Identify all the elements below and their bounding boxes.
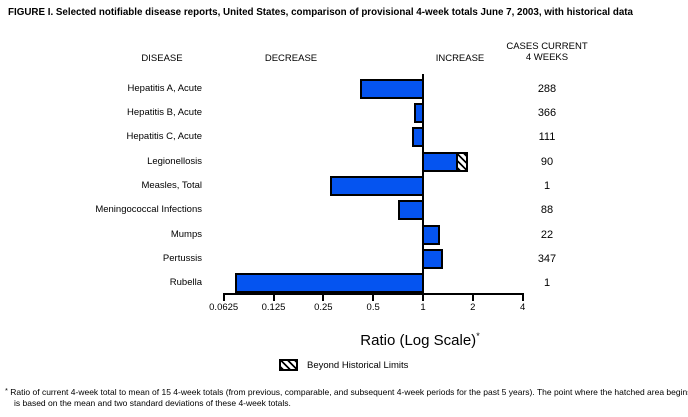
disease-label: Meningococcal Infections — [95, 204, 202, 216]
cases-current-value: 1 — [543, 277, 551, 290]
cases-current-value: 111 — [538, 131, 556, 144]
hatched-swatch-icon — [279, 359, 298, 371]
x-axis-tick-mark — [422, 295, 424, 301]
cases-current-value: 88 — [540, 204, 554, 217]
ratio-bar — [359, 78, 424, 99]
beyond-historical-limits-hatched-segment — [455, 153, 467, 170]
ratio-bar — [398, 200, 424, 221]
column-header-cases-line1: CASES CURRENT — [506, 41, 588, 52]
cases-current-value: 90 — [540, 155, 554, 168]
ratio-bar — [234, 273, 424, 294]
x-axis-tick-label: 2 — [470, 302, 476, 313]
figure-title: FIGURE I. Selected notifiable disease re… — [8, 7, 633, 18]
disease-label: Legionellosis — [147, 155, 202, 167]
x-axis-tick-mark — [322, 295, 325, 301]
column-header-disease: DISEASE — [141, 53, 183, 64]
ratio-bar — [422, 224, 441, 245]
cases-current-value: 366 — [537, 107, 557, 119]
cases-current-value: 1 — [543, 179, 551, 192]
column-header-decrease: DECREASE — [264, 53, 318, 64]
footnote-marker: * — [5, 386, 8, 395]
disease-label: Hepatitis A, Acute — [127, 82, 202, 94]
x-axis-title: Ratio (Log Scale)* — [310, 331, 530, 349]
x-axis-tick-label: 0.5 — [366, 302, 380, 313]
ratio-bar — [422, 151, 469, 172]
x-axis-line — [222, 293, 524, 295]
disease-label: Measles, Total — [141, 179, 202, 191]
disease-label: Mumps — [170, 228, 202, 240]
x-axis-tick-mark — [222, 295, 225, 301]
x-axis-tick-label: 0.0625 — [209, 302, 239, 313]
x-axis-tick-mark — [272, 295, 275, 301]
column-header-increase: INCREASE — [435, 53, 485, 64]
x-axis-tick-label: 0.125 — [261, 302, 286, 313]
x-axis-tick-label: 0.25 — [314, 302, 333, 313]
disease-label: Rubella — [169, 277, 202, 289]
x-axis-title-text: Ratio (Log Scale) — [360, 332, 477, 349]
x-axis-title-footnote-marker: * — [476, 331, 480, 341]
x-axis-tick-label: 4 — [520, 302, 526, 313]
cases-current-value: 288 — [537, 82, 557, 95]
ratio-bar — [330, 175, 424, 196]
disease-label: Hepatitis C, Acute — [126, 131, 202, 143]
x-axis-tick-mark — [372, 295, 375, 301]
footnote-text: Ratio of current 4-week total to mean of… — [10, 387, 688, 408]
ratio-bar — [422, 248, 444, 269]
legend-label: Beyond Historical Limits — [307, 360, 409, 371]
ratio-bar — [411, 127, 424, 148]
disease-label: Pertussis — [162, 252, 202, 264]
cases-current-value: 22 — [540, 228, 554, 241]
x-axis-tick-label: 1 — [420, 302, 426, 313]
footnote: * Ratio of current 4-week total to mean … — [5, 386, 688, 408]
cases-current-value: 347 — [537, 252, 557, 265]
x-axis-tick-mark — [521, 295, 524, 301]
column-header-cases: CASES CURRENT 4 WEEKS — [487, 41, 607, 64]
x-axis-tick-mark — [471, 295, 474, 301]
column-header-cases-line2: 4 WEEKS — [525, 52, 569, 64]
disease-label: Hepatitis B, Acute — [127, 107, 202, 118]
ratio-bar — [414, 103, 424, 123]
